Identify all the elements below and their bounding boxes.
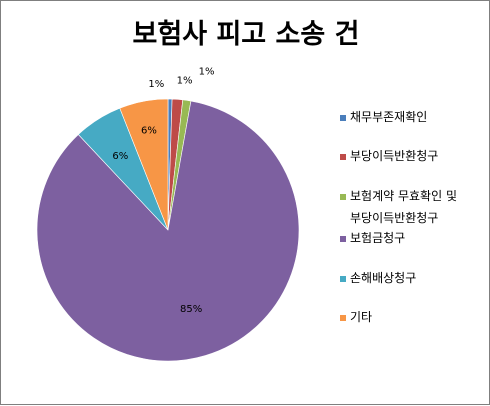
legend-swatch-5 bbox=[340, 276, 346, 282]
legend-label-3-line-1: 보험계약 무효확인 및 bbox=[350, 188, 457, 203]
legend-item-5: 손해배상청구 bbox=[340, 271, 416, 285]
data-label-5: 6% bbox=[112, 151, 128, 162]
pie-slice-6 bbox=[119, 98, 169, 231]
legend-item-1: 채무부존재확인 bbox=[340, 110, 427, 124]
legend-item-2: 부당이득반환청구 bbox=[340, 149, 438, 163]
legend-label-4: 보험금청구 bbox=[350, 231, 405, 245]
legend-item-6: 기타 bbox=[340, 310, 372, 324]
pie-slice-4 bbox=[36, 100, 300, 362]
data-label-3: 1% bbox=[199, 67, 215, 78]
legend-swatch-2 bbox=[340, 154, 346, 160]
data-label-2: 1% bbox=[177, 75, 193, 86]
legend-swatch-3 bbox=[340, 194, 346, 200]
legend-label-1: 채무부존재확인 bbox=[350, 110, 427, 124]
legend-swatch-6 bbox=[340, 315, 346, 321]
legend-label-2: 부당이득반환청구 bbox=[350, 149, 438, 163]
legend-label-3-line-2: 부당이득반환청구 bbox=[350, 211, 438, 225]
data-label-6: 6% bbox=[141, 126, 157, 137]
data-labels: 1% 1% 1% 85% 6% 6% bbox=[112, 67, 214, 315]
legend-label-5: 손해배상청구 bbox=[350, 271, 416, 285]
data-label-4: 85% bbox=[180, 304, 202, 315]
legend-item-4: 보험금청구 bbox=[340, 231, 405, 245]
legend-swatch-4 bbox=[340, 236, 346, 242]
legend-swatch-1 bbox=[340, 115, 346, 121]
chart-title: 보험사 피고 소송 건 bbox=[133, 19, 360, 50]
data-label-1: 1% bbox=[148, 79, 164, 90]
legend-label-6: 기타 bbox=[350, 310, 372, 324]
pie-slices bbox=[36, 98, 300, 362]
